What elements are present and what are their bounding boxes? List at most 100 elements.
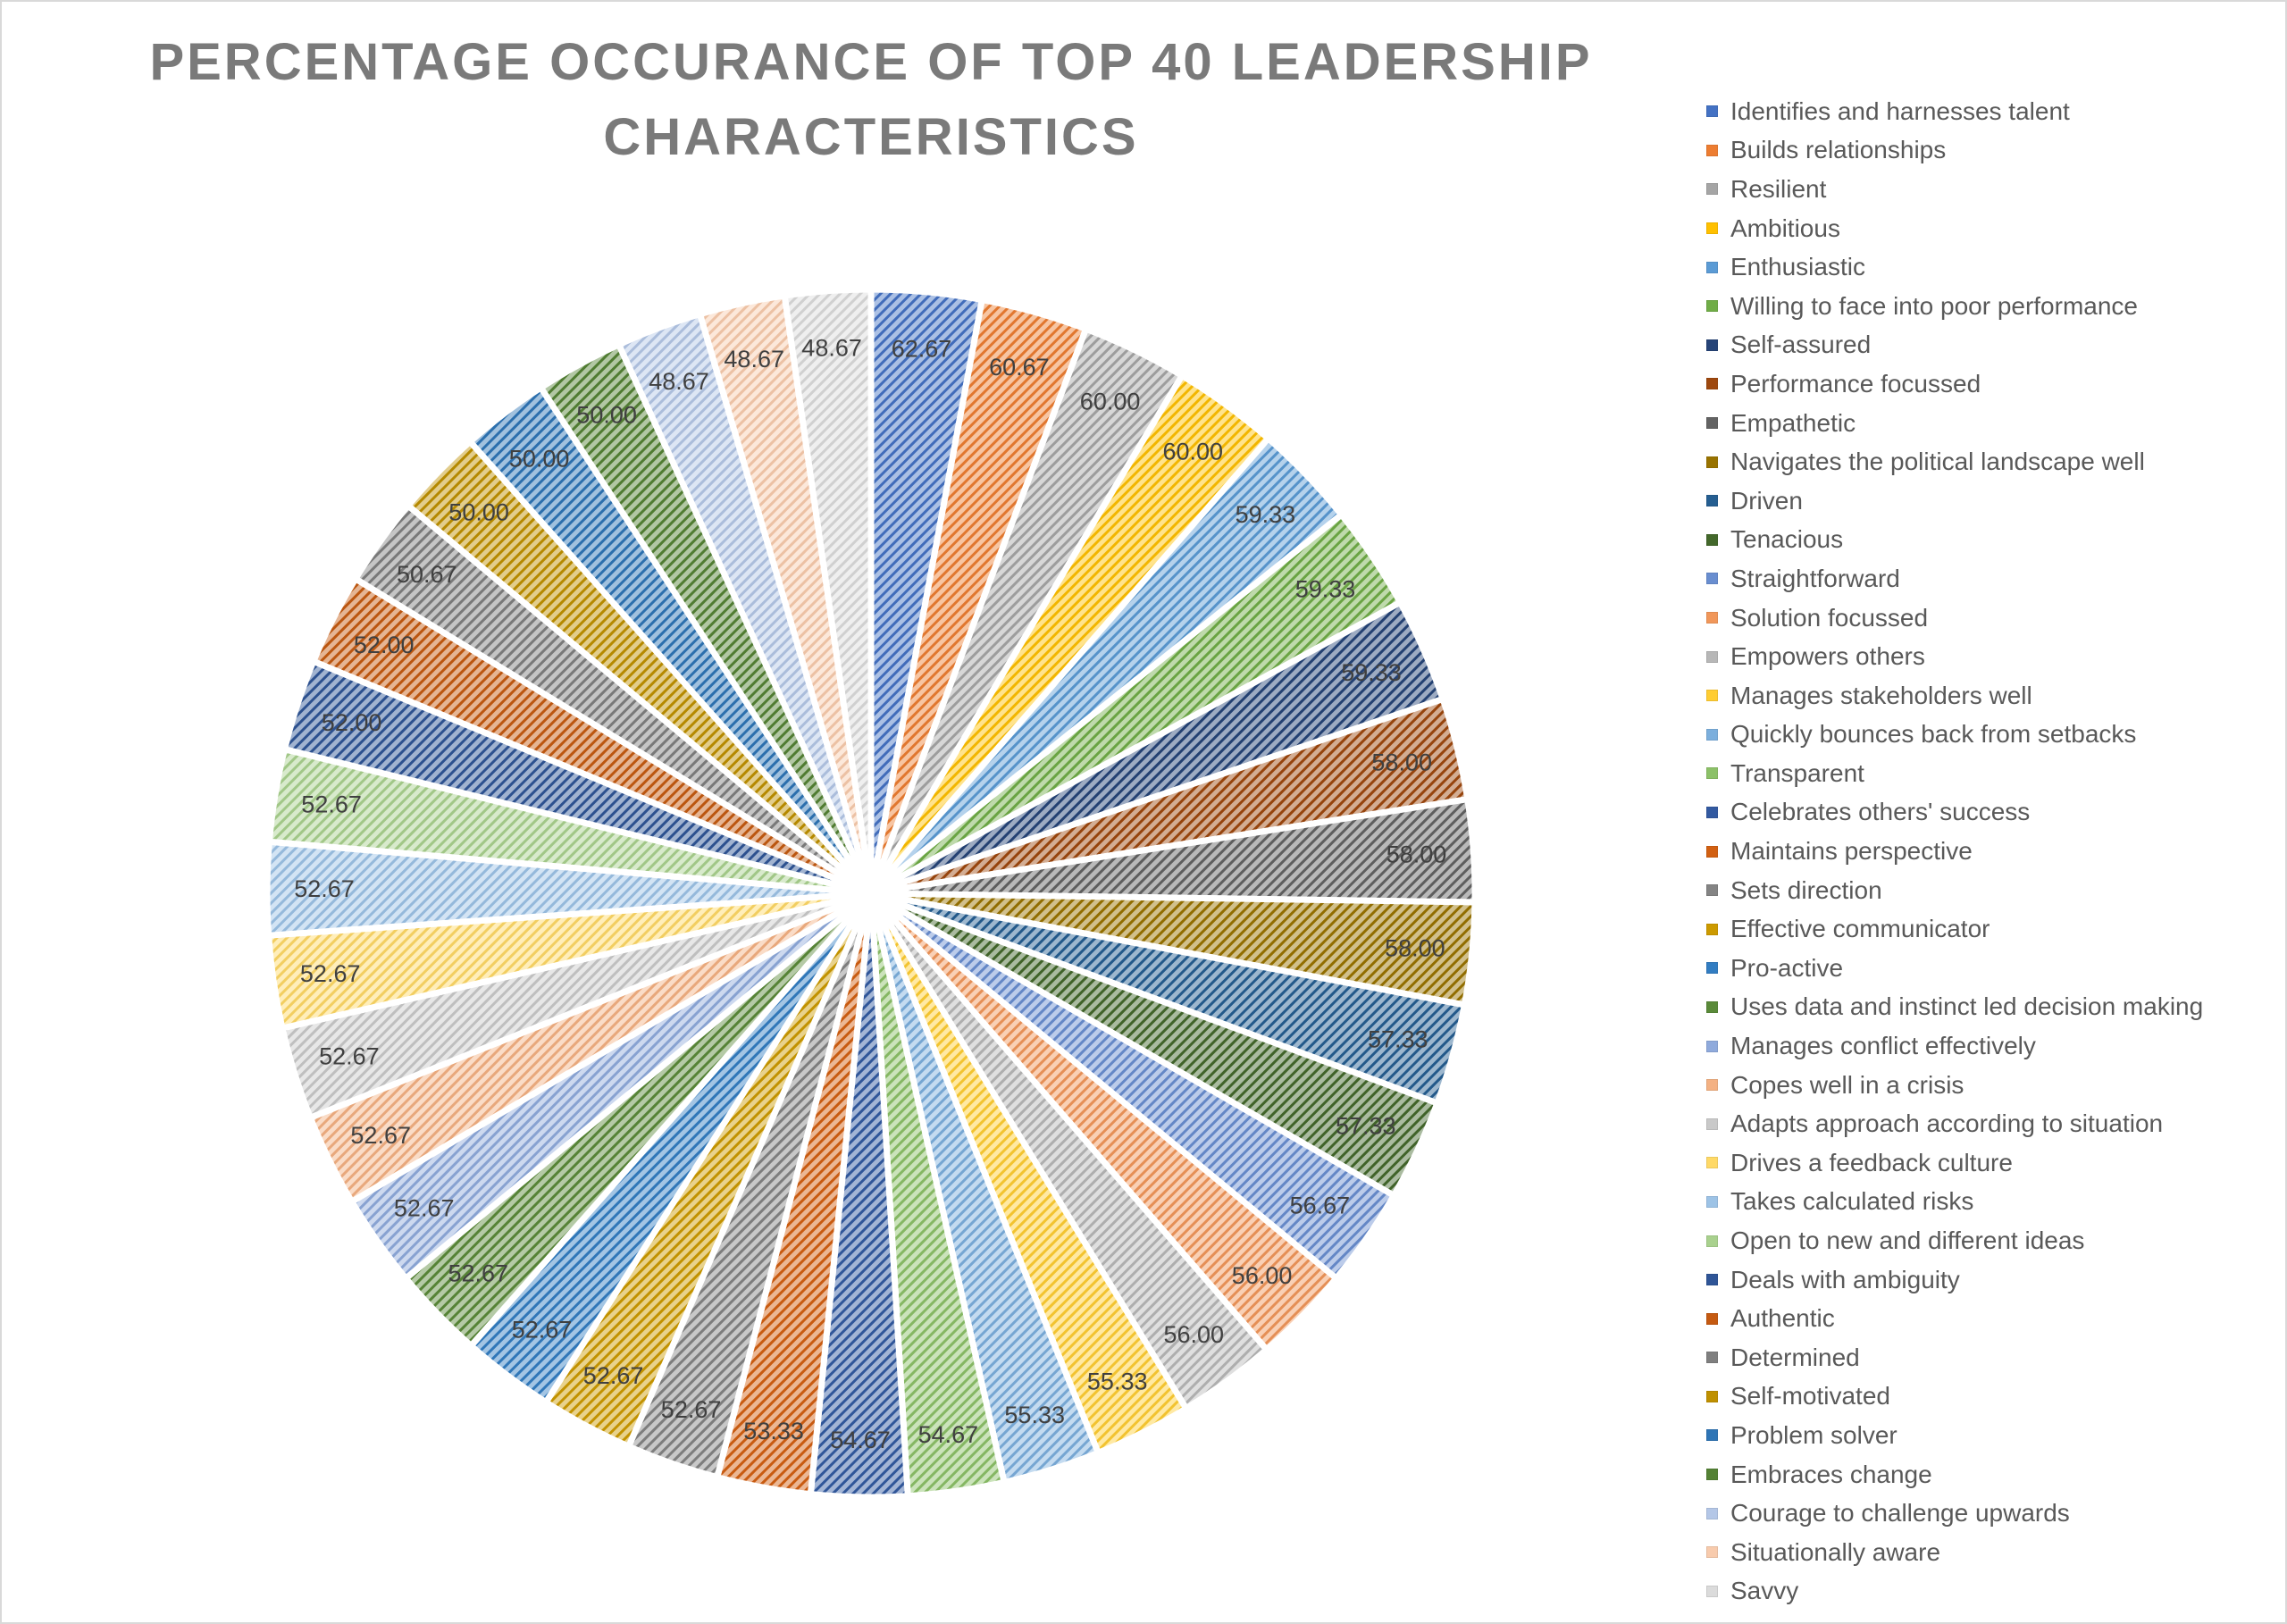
legend-swatch-icon xyxy=(1706,1546,1718,1559)
legend-item: Effective communicator xyxy=(1706,909,2203,949)
data-label: 52.67 xyxy=(448,1260,509,1287)
legend-label: Tenacious xyxy=(1730,525,1844,554)
legend-item: Manages conflict effectively xyxy=(1706,1026,2203,1066)
legend-swatch-icon xyxy=(1706,495,1718,507)
legend-item: Tenacious xyxy=(1706,521,2203,560)
data-label: 54.67 xyxy=(918,1421,979,1448)
legend-label: Self-motivated xyxy=(1730,1382,1890,1411)
legend-item: Situationally aware xyxy=(1706,1533,2203,1572)
legend-swatch-icon xyxy=(1706,222,1718,235)
legend-item: Adapts approach according to situation xyxy=(1706,1104,2203,1143)
data-label: 54.67 xyxy=(830,1427,891,1453)
legend-item: Determined xyxy=(1706,1338,2203,1377)
legend-swatch-icon xyxy=(1706,1352,1718,1364)
data-label: 60.67 xyxy=(989,354,1050,381)
data-label: 48.67 xyxy=(724,346,784,373)
legend-swatch-icon xyxy=(1706,690,1718,702)
legend-label: Drives a feedback culture xyxy=(1730,1148,2013,1176)
legend-swatch-icon xyxy=(1706,1040,1718,1052)
data-label: 52.67 xyxy=(300,960,361,987)
legend-label: Identifies and harnesses talent xyxy=(1730,96,2070,125)
legend-swatch-icon xyxy=(1706,1507,1718,1519)
data-label: 59.33 xyxy=(1295,575,1356,602)
legend-label: Empathetic xyxy=(1730,408,1856,437)
legend-swatch-icon xyxy=(1706,573,1718,585)
chart-legend: Identifies and harnesses talent Builds re… xyxy=(1706,92,2203,1611)
legend-swatch-icon xyxy=(1706,1000,1718,1013)
legend-item: Self-assured xyxy=(1706,326,2203,365)
legend-item: Celebrates others' success xyxy=(1706,793,2203,833)
legend-label: Navigates the political landscape well xyxy=(1730,448,2145,476)
data-label: 58.00 xyxy=(1386,841,1447,868)
data-label: 58.00 xyxy=(1385,934,1445,961)
data-label: 60.00 xyxy=(1163,438,1224,465)
legend-label: Solution focussed xyxy=(1730,603,1929,632)
legend-swatch-icon xyxy=(1706,728,1718,741)
data-label: 48.67 xyxy=(649,368,709,395)
data-label: 50.00 xyxy=(448,499,509,526)
legend-item: Navigates the political landscape well xyxy=(1706,442,2203,481)
legend-label: Quickly bounces back from setbacks xyxy=(1730,720,2137,749)
legend-swatch-icon xyxy=(1706,533,1718,546)
chart-title-line-2: CHARACTERISTICS xyxy=(603,108,1139,166)
data-label: 56.67 xyxy=(1290,1193,1351,1219)
data-label: 48.67 xyxy=(801,335,862,362)
legend-label: Maintains perspective xyxy=(1730,837,1973,866)
pie-slices xyxy=(264,286,1479,1501)
data-label: 56.00 xyxy=(1232,1262,1293,1289)
legend-label: Situationally aware xyxy=(1730,1537,1941,1566)
legend-item: Pro-active xyxy=(1706,949,2203,988)
legend-item: Driven xyxy=(1706,481,2203,521)
legend-swatch-icon xyxy=(1706,1274,1718,1286)
legend-item: Resilient xyxy=(1706,170,2203,209)
legend-label: Builds relationships xyxy=(1730,136,1947,164)
legend-item: Maintains perspective xyxy=(1706,832,2203,871)
data-label: 52.67 xyxy=(319,1043,380,1070)
chart-title: PERCENTAGE OCCURANCE OF TOP 40 LEADERSHI… xyxy=(107,25,1635,175)
legend-item: Deals with ambiguity xyxy=(1706,1260,2203,1300)
data-label: 58.00 xyxy=(1371,749,1432,775)
legend-label: Uses data and instinct led decision maki… xyxy=(1730,992,2204,1021)
data-label: 57.33 xyxy=(1368,1026,1428,1053)
legend-item: Problem solver xyxy=(1706,1416,2203,1455)
data-label: 52.67 xyxy=(512,1317,573,1344)
legend-item: Empathetic xyxy=(1706,404,2203,443)
legend-swatch-icon xyxy=(1706,767,1718,780)
legend-swatch-icon xyxy=(1706,1312,1718,1325)
legend-item: Solution focussed xyxy=(1706,599,2203,638)
legend-item: Savvy xyxy=(1706,1572,2203,1611)
legend-label: Open to new and different ideas xyxy=(1730,1226,2085,1255)
legend-label: Manages stakeholders well xyxy=(1730,681,2032,709)
legend-swatch-icon xyxy=(1706,300,1718,313)
legend-swatch-icon xyxy=(1706,884,1718,897)
legend-label: Embraces change xyxy=(1730,1460,1932,1488)
legend-item: Self-motivated xyxy=(1706,1377,2203,1417)
legend-item: Takes calculated risks xyxy=(1706,1183,2203,1222)
legend-swatch-icon xyxy=(1706,806,1718,818)
legend-label: Authentic xyxy=(1730,1304,1835,1333)
legend-item: Builds relationships xyxy=(1706,131,2203,171)
legend-swatch-icon xyxy=(1706,923,1718,935)
data-label: 53.33 xyxy=(743,1418,804,1444)
legend-label: Straightforward xyxy=(1730,564,1900,592)
legend-label: Self-assured xyxy=(1730,331,1872,359)
data-label: 50.00 xyxy=(509,446,570,473)
legend-label: Problem solver xyxy=(1730,1420,1897,1449)
legend-label: Resilient xyxy=(1730,174,1827,203)
legend-label: Manages conflict effectively xyxy=(1730,1032,2036,1060)
legend-label: Effective communicator xyxy=(1730,915,1990,943)
legend-label: Courage to challenge upwards xyxy=(1730,1499,2070,1528)
legend-swatch-icon xyxy=(1706,183,1718,196)
legend-item: Empowers others xyxy=(1706,637,2203,676)
legend-item: Identifies and harnesses talent xyxy=(1706,92,2203,131)
data-label: 59.33 xyxy=(1341,659,1402,686)
legend-label: Ambitious xyxy=(1730,213,1840,242)
data-label: 52.67 xyxy=(661,1396,722,1423)
legend-label: Adapts approach according to situation xyxy=(1730,1109,2164,1138)
legend-swatch-icon xyxy=(1706,1079,1718,1092)
data-label: 52.67 xyxy=(350,1122,411,1149)
data-label: 56.00 xyxy=(1164,1321,1225,1348)
data-label: 62.67 xyxy=(892,336,952,363)
legend-item: Copes well in a crisis xyxy=(1706,1066,2203,1105)
legend-label: Enthusiastic xyxy=(1730,253,1865,281)
